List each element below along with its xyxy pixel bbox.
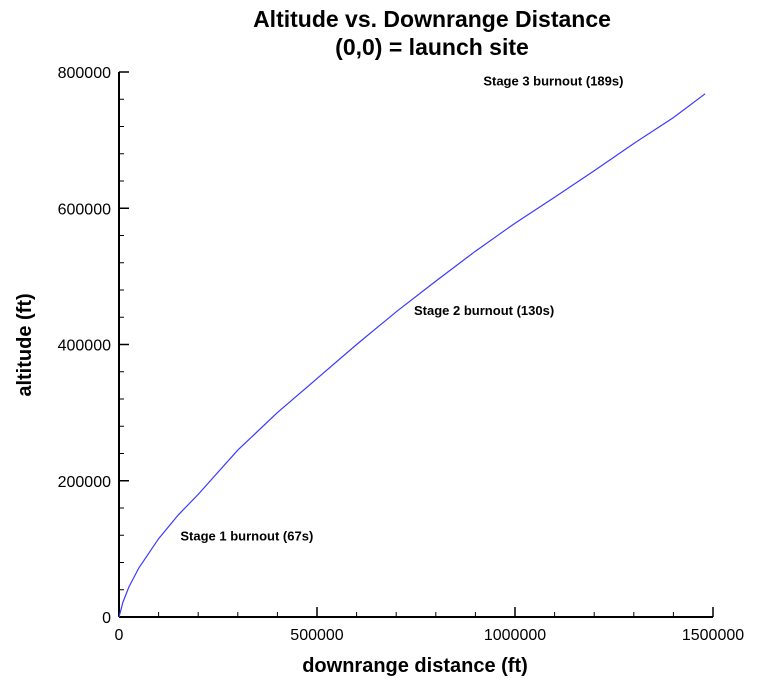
x-tick-label: 0 xyxy=(115,627,124,644)
chart-subtitle: (0,0) = launch site xyxy=(335,34,529,60)
burnout-annotation: Stage 1 burnout (67s) xyxy=(180,529,313,544)
y-tick-label: 200000 xyxy=(58,474,111,491)
x-tick-label: 1000000 xyxy=(484,627,546,644)
x-tick-label: 1500000 xyxy=(682,627,744,644)
y-tick-label: 400000 xyxy=(58,338,111,355)
burnout-annotation: Stage 3 burnout (189s) xyxy=(483,74,623,89)
y-tick-label: 800000 xyxy=(58,65,111,82)
burnout-annotation: Stage 2 burnout (130s) xyxy=(414,303,554,318)
y-tick-label: 600000 xyxy=(58,201,111,218)
y-axis-label: altitude (ft) xyxy=(14,293,36,396)
trajectory-line xyxy=(118,93,706,618)
plot-area: 0 500000 1000000 1500000 0 200000 400000 600000… xyxy=(58,65,745,644)
chart-title: Altitude vs. Downrange Distance xyxy=(253,6,611,32)
x-tick-label: 500000 xyxy=(290,627,343,644)
y-tick-label: 0 xyxy=(102,610,111,627)
x-axis-label: downrange distance (ft) xyxy=(302,655,528,677)
